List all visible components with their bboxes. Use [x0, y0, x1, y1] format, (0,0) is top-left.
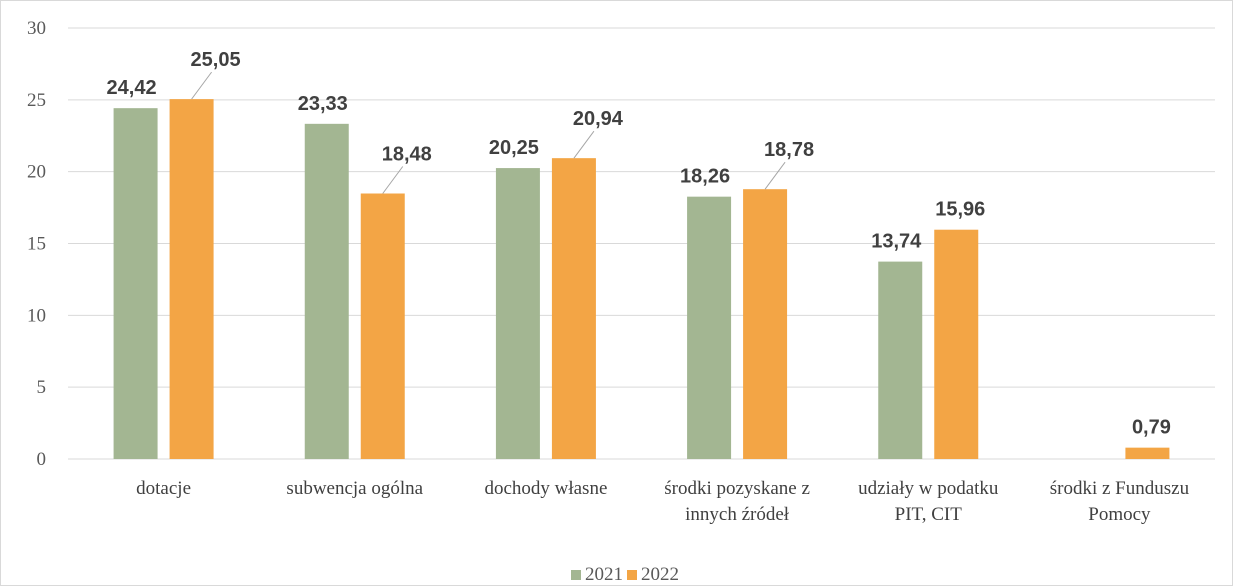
y-tick-label: 5: [37, 377, 47, 398]
data-label: 15,96: [935, 199, 985, 221]
bar-2022: [743, 189, 788, 459]
data-labels: 24,42 25,05 23,33 18,48 20,25 20,94 18,26 18,78…: [107, 49, 1171, 439]
bar-2022: [1125, 447, 1170, 459]
bars: [113, 99, 1170, 460]
x-tick-label: PIT, CIT: [895, 504, 963, 525]
data-label: 25,05: [191, 49, 241, 71]
y-tick-label: 15: [27, 234, 46, 255]
data-label: 23,33: [298, 93, 348, 115]
y-tick-label: 30: [27, 18, 46, 39]
gridlines: [68, 27, 1215, 460]
x-tick-label: Pomocy: [1088, 504, 1151, 525]
x-tick-label: środki z Funduszu: [1050, 478, 1190, 499]
data-label: 13,74: [871, 231, 922, 253]
leader-line: [382, 166, 404, 194]
leader-line: [191, 71, 212, 100]
bar-2022: [360, 193, 405, 459]
legend-swatch-2021: [571, 570, 581, 580]
x-tick-label: innych źródeł: [685, 504, 790, 525]
y-tick-label: 20: [27, 162, 46, 183]
bar-2022: [551, 158, 596, 460]
legend-label: 2022: [641, 564, 679, 585]
data-label: 24,42: [107, 77, 157, 99]
data-label: 20,94: [573, 108, 624, 130]
data-label: 18,48: [382, 144, 432, 166]
x-tick-label: subwencja ogólna: [286, 478, 423, 499]
leader-line: [573, 130, 595, 159]
leader-line: [764, 161, 786, 190]
data-label: 20,25: [489, 137, 539, 159]
x-axis-categories: dotacje subwencja ogólna dochody własne śro…: [136, 478, 1189, 525]
bar-2021: [304, 123, 349, 459]
bar-2022: [934, 229, 979, 459]
bar-2022: [169, 99, 214, 460]
bar-2021: [495, 168, 540, 459]
x-tick-label: udziały w podatku: [858, 478, 999, 499]
y-tick-label: 0: [37, 449, 47, 470]
data-label: 0,79: [1132, 417, 1171, 439]
x-tick-label: dochody własne: [484, 478, 607, 499]
y-tick-label: 25: [27, 90, 46, 111]
x-tick-label: dotacje: [136, 478, 191, 499]
y-tick-label: 10: [27, 305, 46, 326]
x-tick-label: środki pozyskane z: [664, 478, 810, 499]
bar-2021: [687, 196, 732, 459]
data-label: 18,26: [680, 166, 730, 188]
legend-label: 2021: [585, 564, 623, 585]
legend-swatch-2022: [627, 570, 637, 580]
bar-2021: [878, 261, 923, 459]
bar-2021: [113, 108, 158, 459]
data-label: 18,78: [764, 139, 814, 161]
y-axis-ticks: 0 5 10 15 20 25 30: [27, 18, 46, 470]
legend: 2021 2022: [571, 564, 679, 585]
